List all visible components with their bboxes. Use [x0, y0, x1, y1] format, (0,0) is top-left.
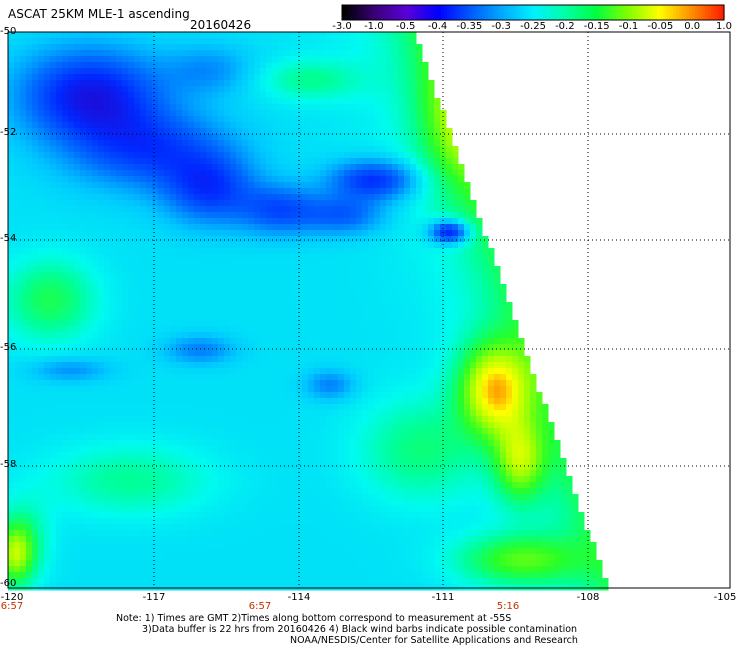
colorbar-label: -0.35 — [456, 21, 483, 32]
mle-map — [7, 31, 731, 591]
time-label-2: 6:57 — [248, 601, 272, 612]
time-label-1: 6:57 — [0, 601, 24, 612]
lat-label-60: -60 — [0, 578, 17, 589]
time-label-3: 5:16 — [496, 601, 520, 612]
note-line-3: NOAA/NESDIS/Center for Satellite Applica… — [290, 635, 578, 646]
colorbar-label: 1.0 — [716, 21, 732, 32]
colorbar-label: -0.2 — [555, 21, 575, 32]
colorbar-label: -0.5 — [395, 21, 416, 32]
note-line-2: 3)Data buffer is 22 hrs from 20160426 4)… — [142, 624, 578, 635]
lon-label-114: -114 — [287, 592, 311, 603]
colorbar-label: -0.15 — [583, 21, 610, 32]
lat-label-54: -54 — [0, 233, 17, 244]
colorbar-label: -3.0 — [332, 21, 352, 32]
lat-label-52: -52 — [0, 127, 17, 138]
map-date: 20160426 — [190, 18, 252, 32]
colorbar-label: -0.25 — [520, 21, 546, 32]
lon-label-111: -111 — [431, 592, 455, 603]
map-title: ASCAT 25KM MLE-1 ascending — [8, 7, 190, 21]
colorbar — [341, 4, 725, 21]
lat-label-50: -50 — [0, 26, 17, 37]
colorbar-label: 0.0 — [684, 21, 701, 32]
lon-label-108: -108 — [576, 592, 600, 603]
colorbar-label: -1.0 — [364, 21, 384, 32]
lon-label-120: -120 — [0, 592, 24, 603]
lon-label-117: -117 — [142, 592, 166, 603]
lat-label-56: -56 — [0, 342, 17, 353]
lat-label-58: -58 — [0, 459, 17, 470]
colorbar-label: -0.05 — [647, 21, 674, 32]
lon-label-105: -105 — [713, 592, 737, 603]
colorbar-label: -0.4 — [427, 21, 448, 32]
note-line-1: Note: 1) Times are GMT 2)Times along bot… — [116, 613, 512, 624]
colorbar-label: -0.1 — [618, 21, 639, 32]
colorbar-label: -0.3 — [491, 21, 511, 32]
